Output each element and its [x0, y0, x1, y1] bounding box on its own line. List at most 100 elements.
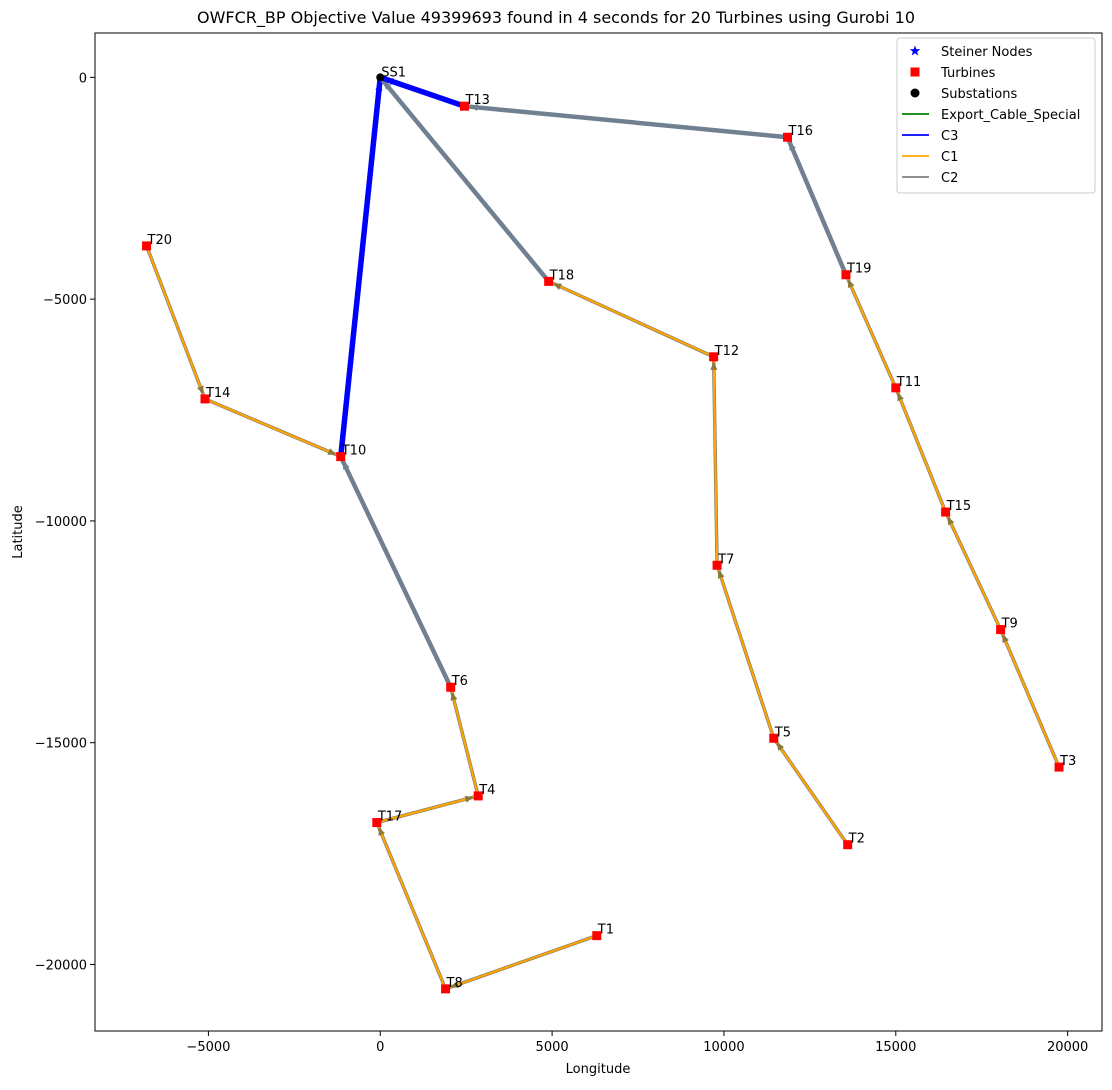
turbine-label-T10: T10: [341, 444, 366, 459]
turbine-label-T17: T17: [377, 810, 402, 825]
y-tick-label: 0: [79, 71, 87, 86]
legend-box: [896, 37, 1096, 194]
cable-T4-T6: [449, 686, 480, 798]
cable-arrow-T1-T8: [450, 981, 459, 988]
cable-arrow-T8-T17: [378, 827, 386, 836]
turbine-label-T15: T15: [946, 499, 971, 514]
turbine-marker-T18: [544, 276, 554, 286]
cable-T1-T8: [444, 934, 598, 990]
turbine-marker-T6: [446, 682, 456, 692]
turbine-label-T12: T12: [714, 344, 739, 359]
cable-arrow-T18-SS1: [383, 81, 392, 90]
cable-arrow-T2-T5: [776, 742, 785, 751]
cable-arrow-T9-T15: [947, 516, 955, 526]
turbine-label-T18: T18: [549, 268, 574, 283]
plot-area: [94, 32, 1103, 1032]
turbine-marker-T5: [769, 733, 779, 743]
chart-title: OWFCR_BP Objective Value 49399693 found …: [197, 8, 915, 28]
substation-label-SS1: SS1: [381, 65, 406, 80]
y-tick-label: −10000: [35, 515, 87, 530]
turbine-label-T1: T1: [597, 923, 614, 938]
cable-T2-T5: [772, 737, 849, 846]
cable-T18-SS1: [378, 75, 551, 284]
cable-T8-T17: [375, 821, 447, 990]
turbine-marker-T17: [372, 818, 382, 828]
turbine-marker-T3: [1054, 762, 1064, 772]
cable-T9-T15: [944, 510, 1002, 631]
turbine-marker-T19: [841, 270, 851, 280]
turbine-marker-T7: [712, 560, 722, 570]
turbine-label-T2: T2: [848, 832, 865, 847]
turbine-marker-T10: [336, 452, 346, 462]
cable-arrow-T13-SS1: [384, 78, 394, 85]
cable-T5-T7: [715, 564, 775, 740]
legend-marker-square: [910, 67, 920, 77]
cable-T11-T19: [844, 273, 897, 389]
cable-T10-SS1: [337, 74, 384, 460]
cable-arrow-T16-T13: [469, 103, 478, 111]
turbine-label-T14: T14: [205, 386, 230, 401]
cable-T19-T16: [785, 134, 849, 277]
legend-label: Export_Cable_Special: [941, 108, 1080, 123]
legend-label: C1: [941, 150, 958, 165]
turbine-label-T6: T6: [451, 674, 468, 689]
x-tick-label: 0: [376, 1040, 384, 1055]
legend: Steiner Nodes Turbines Substations Export_C…: [896, 37, 1096, 194]
y-tick-label: −5000: [43, 293, 87, 308]
turbine-marker-T2: [843, 840, 853, 850]
x-axis-label: Longitude: [566, 1062, 631, 1077]
cable-T16-T13: [462, 103, 790, 140]
turbine-marker-T11: [891, 383, 901, 393]
legend-label: C2: [941, 171, 958, 186]
cable-T14-T10: [203, 397, 342, 458]
cable-arrow-T3-T9: [1002, 634, 1009, 643]
x-tick-label: 20000: [1047, 1040, 1088, 1055]
cable-arrow-T17-T4: [464, 795, 474, 803]
cable-T6-T10: [338, 454, 453, 690]
turbine-label-T13: T13: [464, 93, 489, 108]
turbine-label-T5: T5: [774, 725, 791, 740]
legend-label: Turbines: [940, 66, 996, 81]
legend-marker-star: [909, 45, 921, 56]
turbine-marker-T20: [142, 241, 152, 251]
turbine-marker-T9: [996, 625, 1006, 635]
cable-arrow-T7-T12: [710, 361, 718, 370]
turbine-label-T19: T19: [846, 262, 871, 277]
turbine-marker-T14: [200, 394, 210, 404]
node-label-layer: T1 T2 T3 T4 T5 T6 T7 T8 T9 T10 T11 T12 T13 T14 T15 T16 T…: [147, 65, 1077, 991]
cable-T3-T9: [999, 628, 1061, 769]
y-axis-label: Latitude: [11, 505, 26, 559]
cable-T12-T18: [547, 280, 715, 358]
axis-ticks: −5000 0 5000 10000 15000 20000 −20000 −15000 −10…: [35, 71, 1089, 1055]
cable-layer: [144, 74, 1061, 991]
cable-arrow-T11-T19: [847, 279, 855, 289]
legend-label: C3: [941, 129, 958, 144]
x-tick-label: −5000: [186, 1040, 230, 1055]
cable-arrow-T10-SS1: [375, 82, 383, 91]
turbine-marker-T8: [441, 984, 451, 994]
cable-arrow-T20-T14: [197, 385, 204, 395]
turbine-label-T3: T3: [1059, 754, 1076, 769]
x-tick-label: 10000: [703, 1040, 744, 1055]
turbine-marker-T4: [473, 791, 483, 801]
cable-T17-T4: [375, 794, 480, 824]
cable-arrow-T14-T10: [327, 448, 337, 455]
legend-marker-circle: [910, 88, 920, 98]
turbine-marker-T15: [941, 507, 951, 517]
legend-label: Steiner Nodes: [941, 45, 1033, 60]
cable-T20-T14: [145, 244, 207, 401]
cable-arrow-T4-T6: [450, 692, 458, 701]
turbine-label-T8: T8: [446, 976, 463, 991]
turbine-label-T7: T7: [717, 552, 734, 567]
turbine-marker-T16: [783, 132, 793, 142]
x-tick-label: 5000: [536, 1040, 569, 1055]
substation-marker-SS1: [376, 73, 385, 82]
cable-arrow-T19-T16: [789, 141, 796, 151]
cable-arrow-T12-T18: [553, 283, 562, 290]
turbine-marker-T13: [459, 101, 469, 111]
cable-arrow-T5-T7: [717, 570, 725, 579]
turbine-label-T11: T11: [896, 375, 921, 390]
cable-arrow-T15-T11: [897, 392, 904, 402]
